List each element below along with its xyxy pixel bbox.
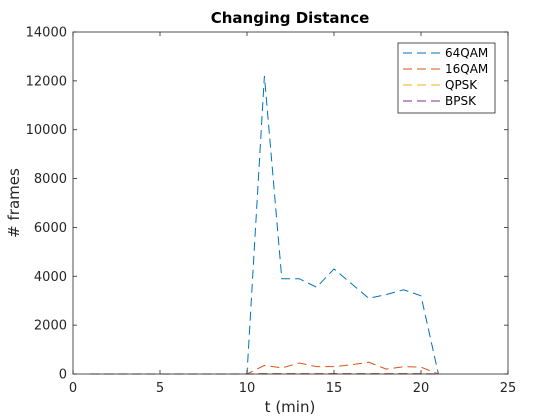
x-tick-label-4: 20 [413,381,430,396]
legend-box [397,42,496,114]
y-axis-label: # frames [5,168,23,238]
x-tick-label-3: 15 [326,381,343,396]
x-tick-label-5: 25 [500,381,517,396]
y-tick-label-4: 8000 [34,172,67,187]
y-tick-label-0: 0 [59,368,67,383]
x-tick-label-1: 5 [156,381,164,396]
x-axis-label: t (min) [265,398,316,416]
y-tick-label-5: 10000 [26,123,67,138]
axes-layer: 0 5 10 15 20 25 0 2000 4000 6000 8000 10000 12000 140… [26,26,517,397]
legend-label-2: QPSK [445,78,478,92]
legend-label-1: 16QAM [445,62,488,76]
y-tick-label-2: 4000 [34,270,67,285]
y-tick-label-6: 12000 [26,74,67,89]
x-tick-label-0: 0 [69,381,77,396]
legend-label-0: 64QAM [445,46,488,60]
legend: 64QAM 16QAM QPSK BPSK [397,42,496,114]
y-tick-label-7: 14000 [26,26,67,41]
x-tick-label-2: 10 [239,381,256,396]
legend-label-3: BPSK [445,94,477,108]
axes-box [72,31,509,375]
y-tick-label-3: 6000 [34,221,67,236]
chart-title: Changing Distance [211,9,370,27]
y-tick-label-1: 2000 [34,319,67,334]
